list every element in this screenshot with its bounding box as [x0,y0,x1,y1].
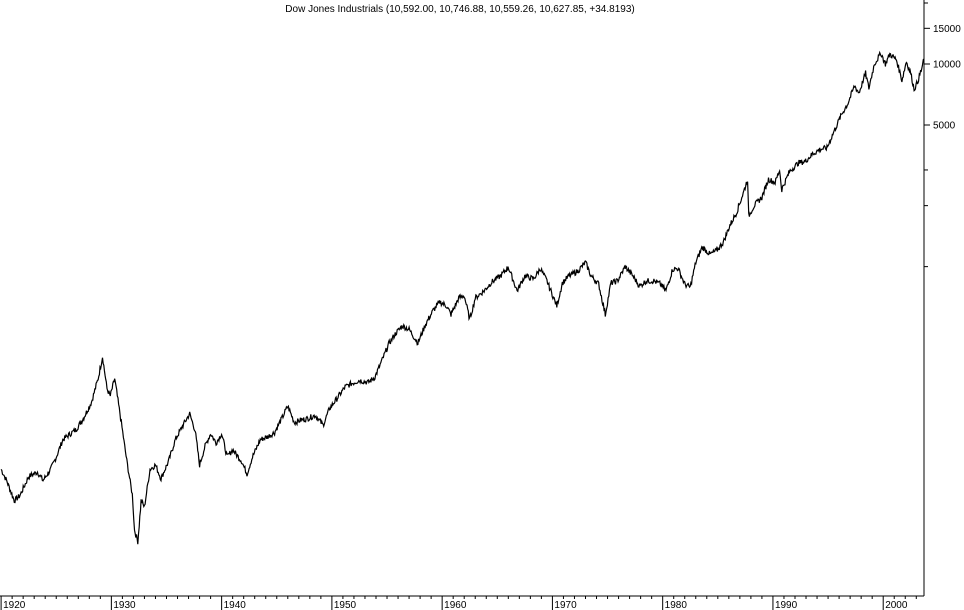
y-axis-ticks: 15000 10000 5000 [924,2,961,268]
dow-jones-price-line [0,50,925,545]
x-tick-label: 1980 [665,600,688,610]
x-tick-label: 1960 [444,600,467,610]
x-tick-label: 1970 [554,600,577,610]
x-tick-label: 1920 [3,600,26,610]
x-tick-label: 1930 [113,600,136,610]
x-axis-ticks: 1920 1930 1940 1950 1960 1970 1980 1990 2000 [0,596,917,610]
series-layer [0,50,925,545]
x-tick-label: 2000 [885,600,908,610]
y-tick-label: 15000 [933,24,961,35]
x-tick-label: 1950 [334,600,357,610]
x-tick-label: 1940 [224,600,247,610]
chart-title: Dow Jones Industrials (10,592.00, 10,746… [285,4,634,15]
y-tick-label: 10000 [933,60,961,71]
x-tick-label: 1990 [775,600,798,610]
y-tick-label: 5000 [933,121,956,132]
